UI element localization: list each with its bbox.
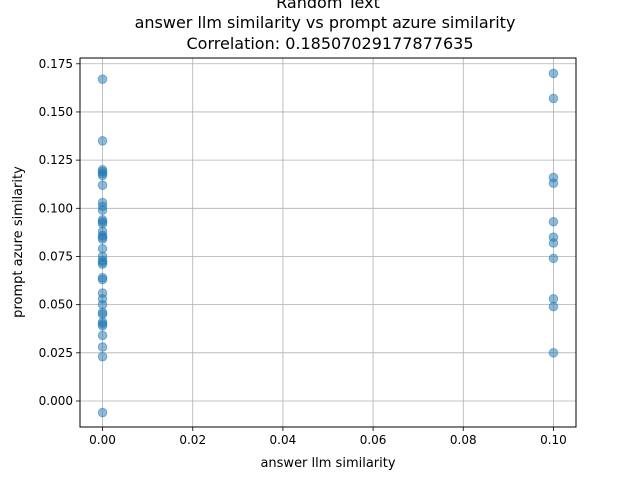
- y-tick-label: 0.050: [39, 298, 73, 312]
- x-tick-label: 0.10: [540, 433, 567, 447]
- y-tick-label: 0.075: [39, 249, 73, 263]
- data-point: [548, 348, 559, 358]
- data-point: [548, 178, 559, 189]
- y-tick-label: 0.000: [39, 394, 73, 408]
- x-tick-label: 0.06: [360, 433, 387, 447]
- y-tick-label: 0.175: [39, 57, 73, 71]
- title-line-3: Correlation: 0.18507029177877635: [186, 34, 473, 53]
- y-axis-label: prompt azure similarity: [11, 166, 26, 318]
- data-point: [97, 351, 108, 362]
- data-point: [97, 274, 108, 285]
- data-point: [97, 330, 108, 341]
- y-tick-label: 0.100: [39, 201, 73, 215]
- data-points: [97, 68, 559, 418]
- data-point: [97, 259, 108, 269]
- x-tick-label: 0.04: [270, 433, 297, 447]
- x-tick-label: 0.02: [179, 433, 206, 447]
- x-axis-label: answer llm similarity: [260, 456, 395, 471]
- data-point: [97, 321, 108, 331]
- x-tick-label: 0.08: [450, 433, 477, 447]
- data-point: [97, 407, 108, 418]
- x-tick-label: 0.00: [89, 433, 116, 447]
- data-point: [548, 93, 559, 104]
- plot-area-frame: [79, 57, 577, 428]
- y-tick-label: 0.025: [39, 346, 73, 360]
- chart-title: Random Text answer llm similarity vs pro…: [135, 0, 516, 53]
- data-point: [97, 205, 108, 216]
- y-tick-label: 0.150: [39, 105, 73, 119]
- axis-ticks: 0.00 0.02 0.04 0.06 0.08 0.10 0.000 0.025 0.050 0…: [39, 57, 567, 447]
- data-point: [97, 342, 108, 352]
- data-point: [97, 180, 108, 190]
- data-point: [97, 170, 108, 181]
- data-point: [97, 234, 108, 244]
- title-line-1: Random Text: [276, 0, 380, 12]
- y-tick-label: 0.125: [39, 153, 73, 167]
- data-point: [97, 74, 108, 84]
- data-point: [97, 136, 108, 146]
- grid-lines: [80, 58, 576, 427]
- data-point: [548, 301, 559, 312]
- title-line-2: answer llm similarity vs prompt azure si…: [135, 13, 516, 32]
- data-point: [548, 238, 559, 248]
- data-point: [548, 216, 559, 227]
- data-point: [548, 68, 559, 79]
- data-point: [548, 253, 559, 264]
